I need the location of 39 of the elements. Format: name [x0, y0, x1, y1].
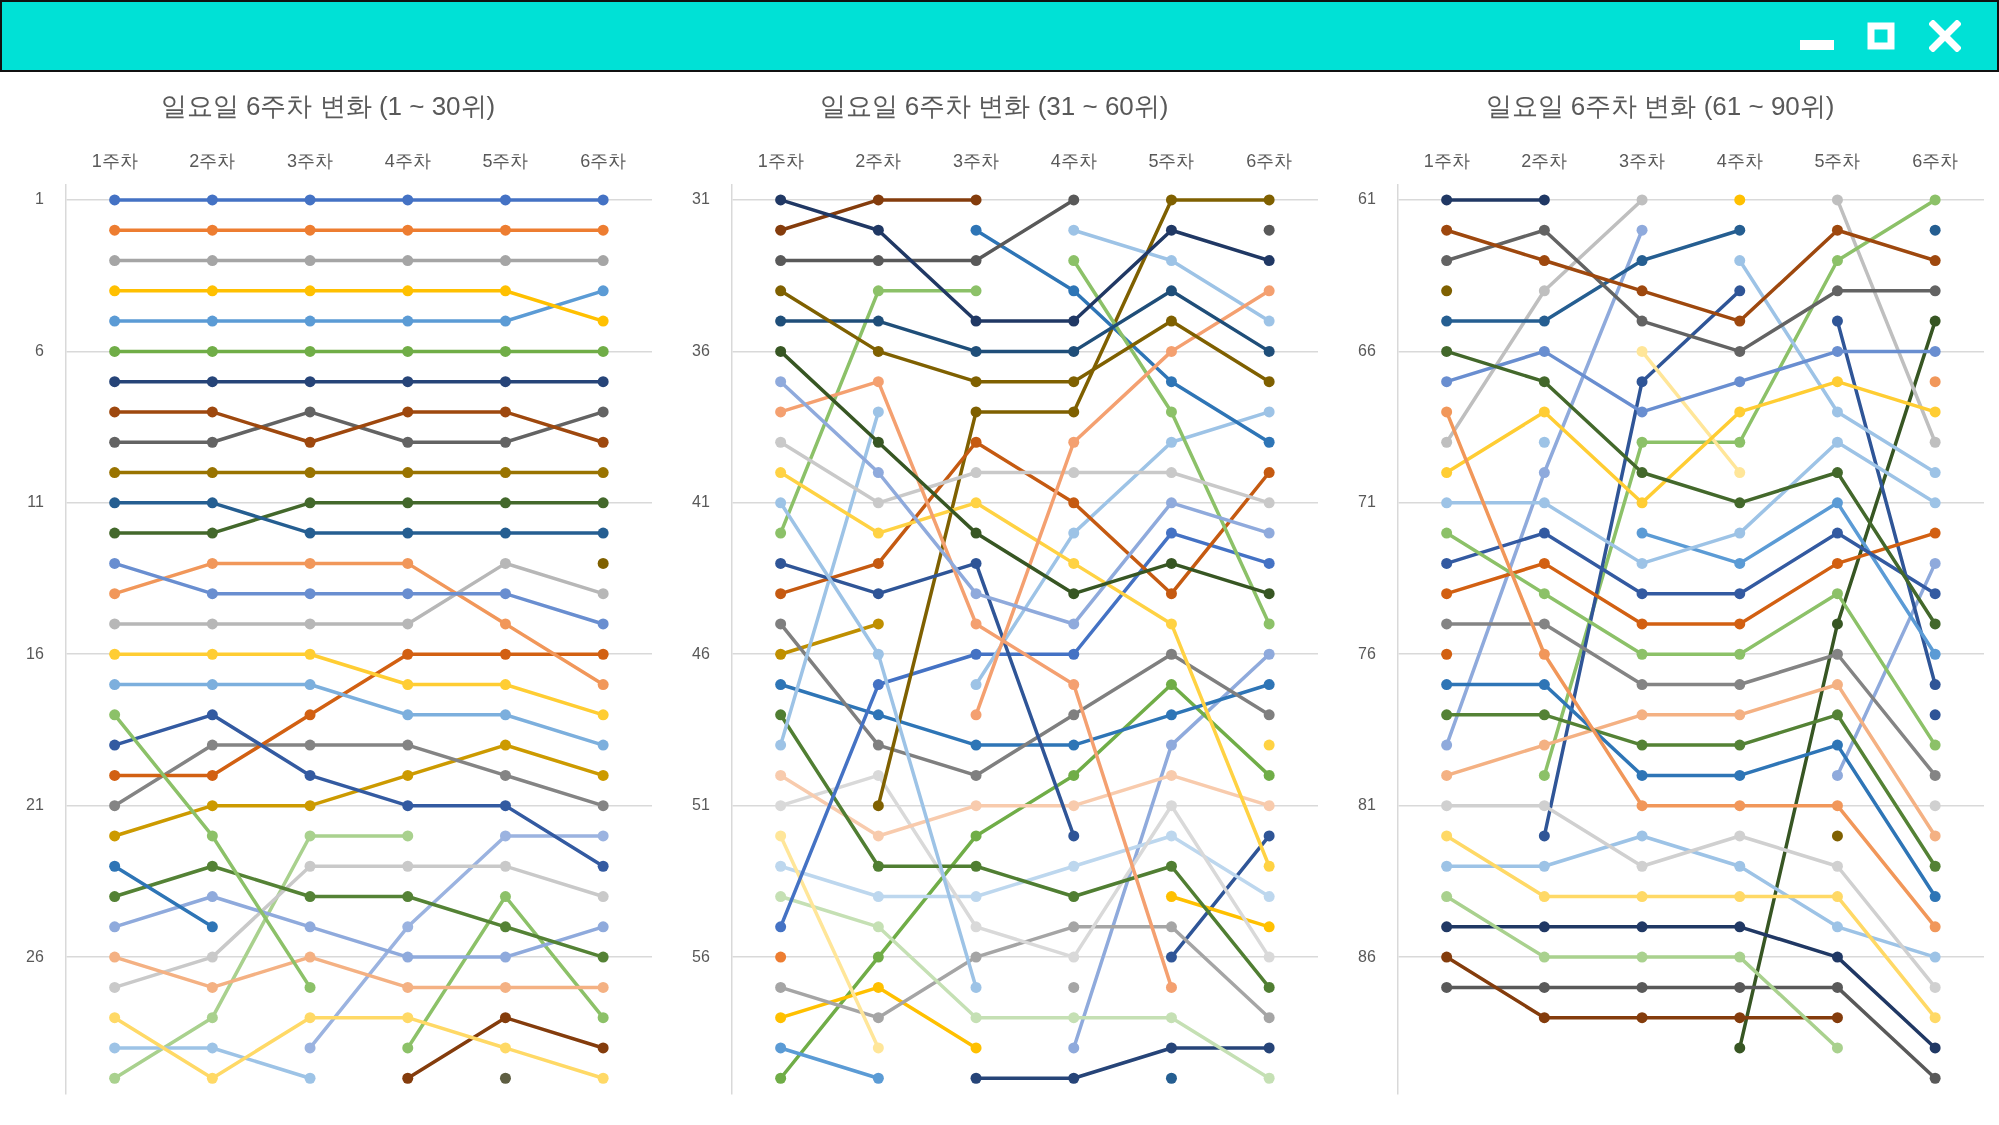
y-tick-label: 81 — [1358, 796, 1376, 814]
x-tick-label: 1주차 — [757, 150, 804, 171]
y-tick-label: 26 — [26, 947, 44, 965]
y-tick-label: 36 — [692, 341, 710, 359]
x-tick-label: 3주차 — [287, 150, 334, 171]
x-tick-label: 6주차 — [1912, 150, 1959, 171]
y-tick-label: 16 — [26, 644, 44, 662]
x-tick-label: 4주차 — [384, 150, 431, 171]
x-tick-label: 3주차 — [953, 150, 1000, 171]
y-tick-label: 1 — [34, 190, 44, 208]
y-tick-label: 31 — [692, 190, 710, 208]
x-tick-label: 2주차 — [855, 150, 902, 171]
y-tick-label: 46 — [692, 644, 710, 662]
x-tick-label: 3주차 — [1619, 150, 1666, 171]
x-tick-label: 5주차 — [482, 150, 529, 171]
y-tick-label: 41 — [692, 493, 710, 511]
x-tick-label: 4주차 — [1050, 150, 1097, 171]
y-tick-label: 21 — [26, 796, 44, 814]
x-tick-label: 6주차 — [580, 150, 627, 171]
x-tick-label: 6주차 — [1246, 150, 1293, 171]
y-tick-label: 66 — [1358, 341, 1376, 359]
x-tick-label: 1주차 — [91, 150, 138, 171]
y-tick-label: 51 — [692, 796, 710, 814]
y-tick-label: 71 — [1358, 493, 1376, 511]
y-tick-label: 61 — [1358, 190, 1376, 208]
y-tick-label: 86 — [1358, 947, 1376, 965]
y-tick-label: 56 — [692, 947, 710, 965]
chart-title: 일요일 6주차 변화 (31 ~ 60위) — [819, 90, 1169, 121]
y-tick-label: 76 — [1358, 644, 1376, 662]
x-tick-label: 1주차 — [1423, 150, 1470, 171]
x-tick-label: 2주차 — [189, 150, 236, 171]
y-tick-label: 6 — [34, 341, 44, 359]
y-tick-label: 11 — [27, 493, 44, 511]
x-tick-label: 5주차 — [1814, 150, 1861, 171]
x-tick-label: 5주차 — [1148, 150, 1195, 171]
x-tick-label: 4주차 — [1716, 150, 1763, 171]
x-tick-label: 2주차 — [1521, 150, 1568, 171]
chart-title: 일요일 6주차 변화 (1 ~ 30위) — [160, 90, 496, 121]
chart-title: 일요일 6주차 변화 (61 ~ 90위) — [1485, 90, 1835, 121]
